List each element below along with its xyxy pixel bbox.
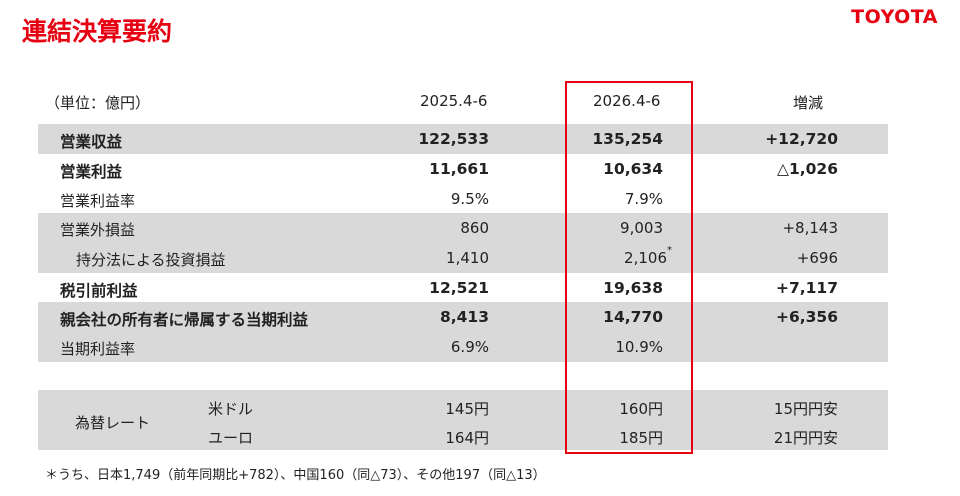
table-row: 税引前利益 12,521 19,638 +7,117 [0,273,960,303]
cell: 135,254 [592,130,663,148]
highlight-box [565,81,693,454]
cell: +696 [796,249,838,267]
row-label: 営業利益 [60,163,123,181]
cell: 12,521 [429,279,489,297]
column-header: 2026.4-6 [593,92,661,110]
footnote: ＊うち、日本1,749（前年同期比+782）、中国160（同△73）、その他19… [45,468,546,483]
row-shade [38,124,888,154]
cell: +12,720 [765,130,838,148]
unit: （単位：億円） [45,94,151,112]
table-row: 営業利益率 9.5% 7.9% [0,184,960,214]
cell: +8,143 [782,219,838,237]
row-label: 営業収益 [60,133,123,151]
row-shade [38,302,888,362]
table-row: 親会社の所有者に帰属する当期利益 8,413 14,770 +6,356 [0,302,960,332]
cell: 11,661 [429,160,489,178]
cell: 160円 [619,400,663,418]
row-label: 持分法による投資損益 [76,251,226,269]
row-shade [38,213,888,273]
row-shade [38,390,888,450]
row-label: 営業利益率 [60,192,136,210]
row-label: 親会社の所有者に帰属する当期利益 [60,311,309,329]
cell: 2,106* [624,245,672,267]
cell: 19,638 [603,279,663,297]
table-row: 当期利益率 6.9% 10.9% [0,332,960,362]
note-mark: * [667,245,672,256]
table-row: ユーロ 164円 185円 21円円安 [0,421,960,451]
cell: 10,634 [603,160,663,178]
cell: 6.9% [450,338,489,356]
column-header: 増減 [793,94,824,112]
table-row: 持分法による投資損益 1,410 2,106* +696 [0,243,960,273]
cell: 145円 [445,400,489,418]
exchange-label: 為替レート [75,414,151,432]
cell: 9.5% [450,190,489,208]
cell: △1,026 [777,160,838,178]
cell: 860 [460,219,489,237]
table-row: 営業収益 122,533 135,254 +12,720 [0,124,960,154]
table-row: 営業外損益 860 9,003 +8,143 [0,213,960,243]
row-label: 営業外損益 [60,221,136,239]
cell: +6,356 [775,308,838,326]
cell: 9,003 [620,219,663,237]
currency: 米ドル [208,400,254,418]
cell: 14,770 [603,308,663,326]
table-row: 米ドル 145円 160円 15円円安 [0,392,960,422]
cell: 8,413 [439,308,489,326]
row-label: 税引前利益 [60,282,138,300]
logo: TOYOTA [851,6,938,28]
cell: 1,410 [446,249,489,267]
cell: 185円 [619,429,663,447]
title: 連結決算要約 [22,17,173,46]
cell: 7.9% [624,190,663,208]
row-label: 当期利益率 [60,340,136,358]
cell-value: 2,106 [624,249,667,267]
column-header: 2025.4-6 [420,92,488,110]
cell: 164円 [445,429,489,447]
cell: 21円円安 [773,429,838,447]
cell: 122,533 [418,130,489,148]
cell: +7,117 [775,279,838,297]
cell: 15円円安 [773,400,838,418]
currency: ユーロ [208,429,254,447]
cell: 10.9% [615,338,663,356]
table-row: 営業利益 11,661 10,634 △1,026 [0,154,960,184]
